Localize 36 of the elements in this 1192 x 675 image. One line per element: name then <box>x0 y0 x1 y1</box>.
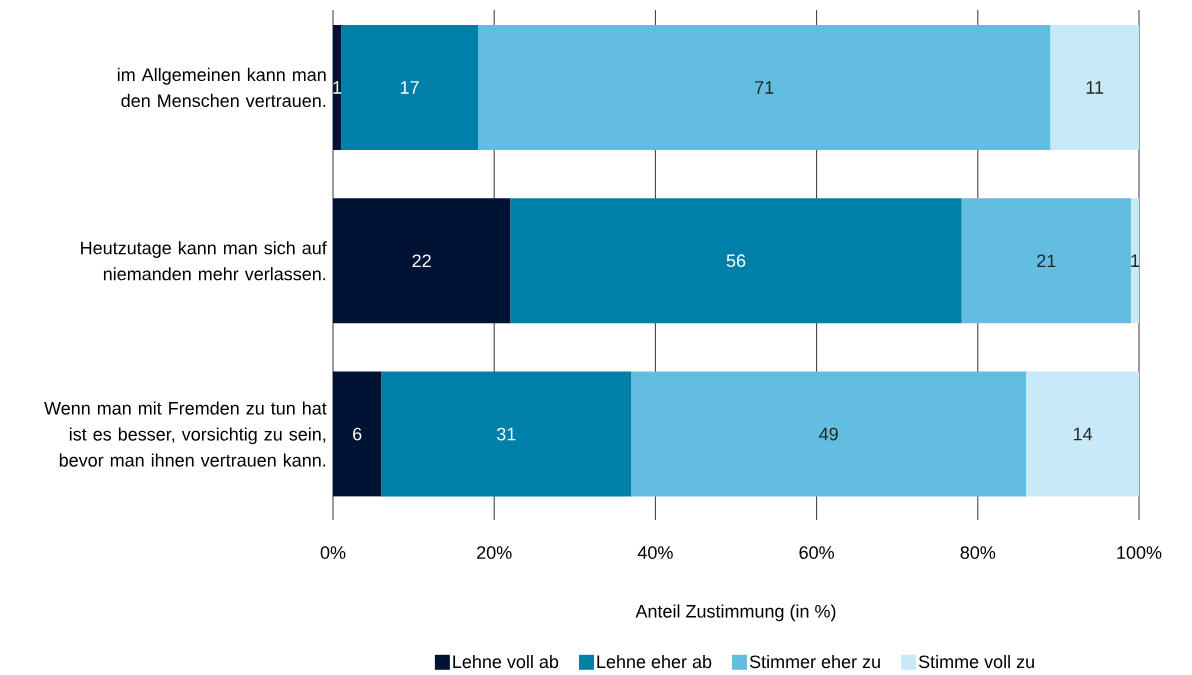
x-tick-label: 20% <box>477 546 512 559</box>
data-label: 56 <box>726 254 746 268</box>
legend-label: Lehne voll ab <box>453 654 559 669</box>
x-axis-title: Anteil Zustimmung (in %) <box>635 604 836 622</box>
data-label: 31 <box>496 427 516 441</box>
x-tick-label: 60% <box>799 546 834 559</box>
data-label: 14 <box>1073 427 1093 441</box>
legend-label: Stimme voll zu <box>918 654 1034 669</box>
y-tick-label: Wenn man mit Fremden zu tun hat ist es besser, vorsichtig zu sein, bevor man ihnen vertrauen kann. <box>44 401 327 467</box>
data-label: 11 <box>1086 81 1104 94</box>
y-tick-label: Heutzutage kann man sich auf niemanden mehr verlassen. <box>81 241 327 281</box>
data-label: 17 <box>400 81 419 94</box>
bar <box>631 371 1027 497</box>
bar <box>1050 24 1139 150</box>
data-label: 22 <box>412 254 431 268</box>
data-label: 49 <box>819 427 838 441</box>
data-label: 71 <box>755 81 774 94</box>
data-label: 1 <box>333 81 342 94</box>
x-tick-label: 0% <box>320 546 346 559</box>
data-label: 1 <box>1131 254 1140 267</box>
data-label: 6 <box>353 427 362 441</box>
bar <box>333 198 511 324</box>
bar <box>478 24 1051 150</box>
legend-label: Stimmer eher zu <box>749 654 880 669</box>
x-tick-label: 80% <box>960 546 996 559</box>
bar <box>1026 371 1139 497</box>
y-tick-label: im Allgemeinen kann man den Menschen vertrauen. <box>117 67 326 108</box>
bar <box>341 24 479 150</box>
data-label: 21 <box>1037 254 1056 268</box>
x-tick-label: 100% <box>1117 546 1162 559</box>
x-tick-label: 40% <box>637 546 673 559</box>
bar <box>961 198 1131 324</box>
bar <box>333 371 382 497</box>
legend-label: Lehne eher ab <box>597 654 712 669</box>
bar <box>510 198 962 324</box>
bar <box>381 371 632 497</box>
